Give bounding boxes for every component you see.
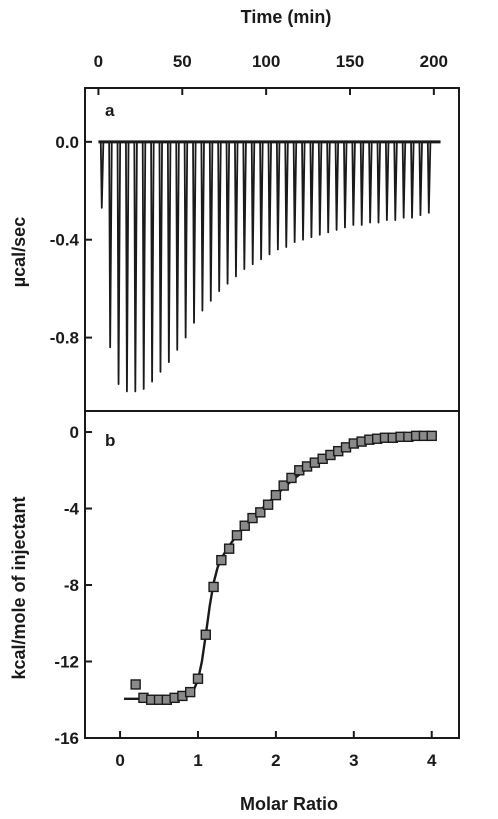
panel-a-injection-peak (242, 141, 247, 270)
panel-a-injection-peak (259, 141, 264, 261)
panel-a-injection-peak (108, 141, 113, 349)
panel-a-injection-peak (343, 141, 348, 229)
panel-b-letter: b (105, 431, 115, 450)
panel-a-injection-peak (351, 141, 356, 226)
panel-b-data-point (426, 430, 437, 442)
panel-a-x-tick-label: 0 (94, 52, 103, 71)
panel-a-injection-peak (200, 141, 205, 312)
panel-a-injection-peak (275, 141, 281, 251)
panel-a-injection-peak (183, 141, 189, 339)
panel-b-data-point (270, 489, 282, 501)
panel-b-x-tick-label: 2 (271, 751, 280, 770)
panel-b-data-point (216, 554, 227, 566)
panel-a-injection-peak (116, 141, 122, 385)
panel-a-injection-peak (141, 141, 147, 390)
panel-b-y-tick-label: -8 (64, 576, 79, 595)
panel-a-plot: 0 50 100 150 200 0.0 -0.4 -0.8 (50, 52, 448, 393)
panel-a-injection-peak (234, 141, 239, 278)
panel-b-x-tick-label: 3 (349, 751, 358, 770)
panel-b-data-point (278, 480, 289, 491)
panel-a-injection-peak (217, 141, 222, 292)
panel-b-y-tick-label: -12 (54, 653, 79, 672)
panel-a-x-tick-label: 100 (252, 52, 280, 71)
panel-b-frame (84, 410, 460, 739)
panel-a-x-tick-label: 50 (173, 52, 192, 71)
panel-a-injection-peak (133, 141, 138, 393)
panel-a-injection-peak (125, 141, 130, 393)
panel-a-injection-peak (225, 141, 231, 285)
panel-b-x-tick-label: 0 (115, 751, 124, 770)
panel-a-y-axis-title: µcal/sec (9, 217, 29, 287)
panel-b-y-tick-label: -4 (64, 500, 80, 519)
panel-b-data-point (184, 686, 196, 698)
panel-a-injection-peak (401, 141, 407, 219)
panel-a-injection-peak (418, 141, 423, 217)
panel-a-y-tick-label: -0.4 (50, 231, 80, 250)
panel-b-data-point (223, 543, 235, 554)
panel-a-injection-peak (208, 141, 214, 302)
panel-a-x-tick-label: 150 (336, 52, 364, 71)
panel-a-injection-peak (267, 141, 272, 256)
panel-b-x-tick-label: 4 (427, 751, 437, 770)
panel-a-injection-peak (309, 141, 314, 239)
panel-a-injection-peak (99, 141, 105, 209)
panel-b-data-point (231, 530, 243, 541)
panel-b-data-point (247, 512, 258, 524)
panel-a-injection-peak (192, 141, 197, 324)
panel-a-injection-peak (166, 141, 172, 363)
panel-a-injection-peak (393, 141, 398, 222)
panel-a-injection-peak (175, 141, 180, 351)
panel-a-injection-peak (376, 141, 381, 224)
panel-b-data-point (262, 499, 274, 510)
panel-a-letter: a (105, 101, 115, 120)
panel-b-x-tick-label: 1 (193, 751, 202, 770)
panel-b-data-point (255, 507, 266, 518)
panel-b-data-point (208, 581, 219, 593)
panel-a-injection-peak (250, 141, 256, 266)
panel-b-data-point (192, 673, 204, 684)
panel-b-data-point (200, 629, 211, 640)
panel-a-y-tick-label: 0.0 (55, 133, 79, 152)
panel-b-y-axis-title: kcal/mole of injectant (9, 496, 29, 679)
panel-a-injection-peak (384, 141, 390, 222)
panel-a-injection-peak (326, 141, 331, 234)
panel-a-x-tick-label: 200 (420, 52, 448, 71)
panel-a-injection-peak (426, 141, 432, 214)
panel-b-data-point (286, 472, 297, 484)
panel-b-plot: 0 1 2 3 4 0 -4 -8 -12 -16 (54, 423, 437, 770)
panel-a-injection-peak (410, 141, 415, 219)
panel-a-injection-peak (301, 141, 306, 241)
panel-b-data-point (239, 520, 250, 531)
panel-a-injection-peak (158, 141, 163, 373)
panel-a-injection-peak (284, 141, 289, 248)
panel-a-y-tick-label: -0.8 (50, 329, 79, 348)
panel-a-injection-peak (334, 141, 340, 231)
panel-b-data-point (130, 679, 141, 690)
panel-a-injection-peak (150, 141, 155, 383)
panel-b-y-tick-label: 0 (70, 423, 79, 442)
panel-a-injection-peak (359, 141, 365, 226)
panel-a-injection-peak (292, 141, 298, 244)
panel-b-y-tick-label: -16 (54, 729, 79, 748)
panel-a-injection-peak (368, 141, 373, 224)
panel-a-injection-peak (317, 141, 323, 236)
panel-a-x-axis-title: Time (min) (241, 7, 332, 27)
panel-b-x-axis-title: Molar Ratio (240, 794, 338, 814)
